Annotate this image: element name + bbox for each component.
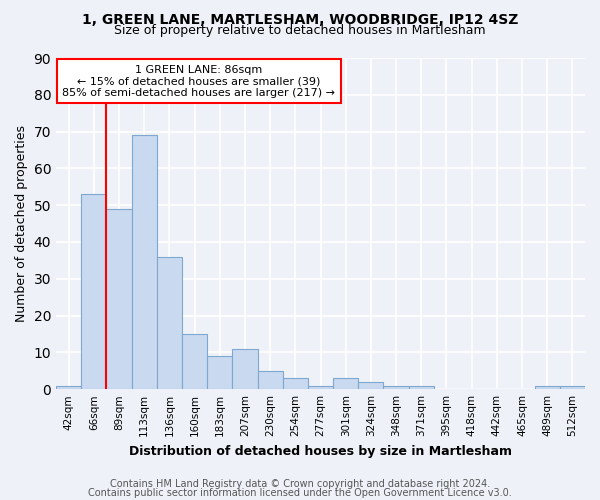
- Bar: [333, 378, 358, 389]
- Y-axis label: Number of detached properties: Number of detached properties: [15, 125, 28, 322]
- Bar: [409, 386, 434, 389]
- Bar: [81, 194, 106, 389]
- Text: 1, GREEN LANE, MARTLESHAM, WOODBRIDGE, IP12 4SZ: 1, GREEN LANE, MARTLESHAM, WOODBRIDGE, I…: [82, 12, 518, 26]
- Bar: [383, 386, 409, 389]
- Text: Size of property relative to detached houses in Martlesham: Size of property relative to detached ho…: [114, 24, 486, 37]
- Bar: [56, 386, 81, 389]
- Bar: [308, 386, 333, 389]
- Bar: [131, 136, 157, 389]
- Bar: [535, 386, 560, 389]
- X-axis label: Distribution of detached houses by size in Martlesham: Distribution of detached houses by size …: [129, 444, 512, 458]
- Bar: [106, 209, 131, 389]
- Bar: [283, 378, 308, 389]
- Text: Contains public sector information licensed under the Open Government Licence v3: Contains public sector information licen…: [88, 488, 512, 498]
- Bar: [560, 386, 585, 389]
- Bar: [182, 334, 207, 389]
- Bar: [232, 348, 257, 389]
- Text: 1 GREEN LANE: 86sqm
← 15% of detached houses are smaller (39)
85% of semi-detach: 1 GREEN LANE: 86sqm ← 15% of detached ho…: [62, 64, 335, 98]
- Bar: [257, 371, 283, 389]
- Bar: [157, 256, 182, 389]
- Text: Contains HM Land Registry data © Crown copyright and database right 2024.: Contains HM Land Registry data © Crown c…: [110, 479, 490, 489]
- Bar: [207, 356, 232, 389]
- Bar: [358, 382, 383, 389]
